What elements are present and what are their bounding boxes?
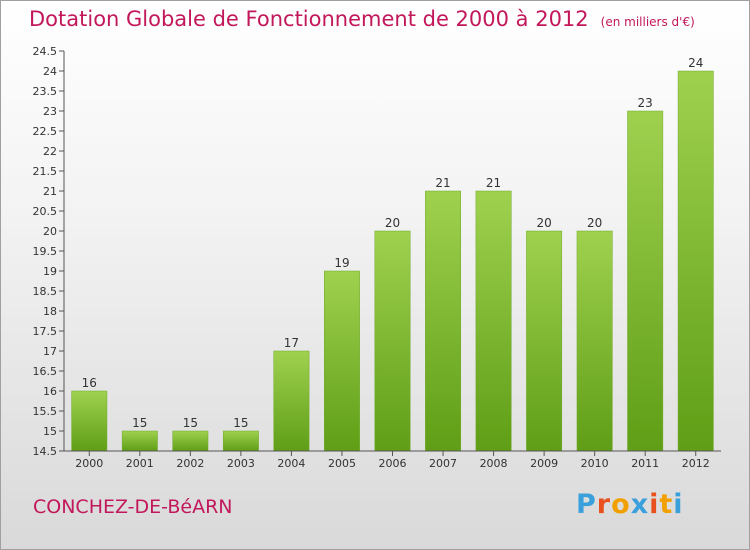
bar-2009 (526, 230, 563, 452)
place-name: CONCHEZ-DE-BéARN (33, 496, 233, 518)
y-tick-label: 22 (43, 145, 57, 158)
y-tick-label: 24.5 (33, 45, 58, 58)
y-tick-label: 20 (43, 225, 57, 238)
x-tick-label: 2003 (227, 457, 255, 470)
chart-title-text: Dotation Globale de Fonctionnement de 20… (29, 7, 589, 31)
bar-2012 (677, 70, 714, 452)
y-tick-label: 21.5 (33, 165, 58, 178)
bar-value-label: 20 (587, 216, 602, 230)
x-tick-label: 2012 (682, 457, 710, 470)
y-tick-label: 16 (43, 385, 57, 398)
bar-2011 (627, 110, 664, 452)
bar-2007 (425, 190, 461, 452)
y-tick-label: 21 (43, 185, 57, 198)
y-tick-label: 17.5 (33, 325, 58, 338)
x-tick-label: 2008 (480, 457, 508, 470)
y-tick-label: 22.5 (33, 125, 58, 138)
x-tick-label: 2010 (581, 457, 609, 470)
bar-value-label: 21 (435, 176, 450, 190)
bar-2003 (222, 430, 259, 452)
bar-value-label: 20 (385, 216, 400, 230)
x-tick-label: 2002 (176, 457, 204, 470)
y-tick-label: 19 (43, 265, 57, 278)
bar-2001 (121, 430, 158, 452)
bar-2010 (576, 230, 613, 452)
y-axis: 14.5 15 15.5 16 16.5 17 17.5 18 18.5 19 19.5 20 20.5… (33, 45, 65, 458)
x-tick-label: 2001 (126, 457, 154, 470)
x-tick-label: 2011 (631, 457, 659, 470)
y-tick-label: 15.5 (33, 405, 58, 418)
y-tick-label: 14.5 (33, 445, 58, 458)
bar-value-label: 19 (334, 256, 349, 270)
y-tick-label: 15 (43, 425, 57, 438)
bar-value-label: 16 (82, 376, 97, 390)
bar-2006 (374, 230, 411, 452)
bar-value-label: 21 (486, 176, 501, 190)
bar-2004 (273, 350, 310, 452)
logo-letter: i (649, 489, 660, 520)
x-tick-label: 2000 (75, 457, 103, 470)
x-tick-label: 2007 (429, 457, 457, 470)
bar-value-label: 20 (536, 216, 551, 230)
x-tick-label: 2005 (328, 457, 356, 470)
x-tick-label: 2006 (379, 457, 407, 470)
bar-value-label: 17 (284, 336, 299, 350)
bar-value-label: 15 (132, 416, 147, 430)
bar-value-label: 15 (183, 416, 198, 430)
chart-title: Dotation Globale de Fonctionnement de 20… (29, 7, 695, 31)
y-tick-label: 17 (43, 345, 57, 358)
bar-value-label: 23 (638, 96, 653, 110)
bar-value-label: 15 (233, 416, 248, 430)
proxiti-logo: Proxiti (576, 489, 684, 520)
y-tick-label: 18.5 (33, 285, 58, 298)
chart-subtitle: (en milliers d'€) (600, 15, 695, 29)
bar-2008 (475, 190, 512, 452)
y-tick-label: 23 (43, 105, 57, 118)
y-tick-label: 24 (43, 65, 57, 78)
bar-2000 (71, 390, 108, 452)
y-tick-label: 16.5 (33, 365, 58, 378)
y-tick-label: 20.5 (33, 205, 58, 218)
y-tick-label: 18 (43, 305, 57, 318)
bar-value-label: 24 (688, 56, 703, 70)
logo-letter: t (659, 489, 674, 520)
logo-letter: r (596, 489, 612, 520)
y-tick-label: 19.5 (33, 245, 58, 258)
bar-2005 (324, 270, 360, 452)
logo-letter: i (673, 489, 684, 520)
x-axis: 2000 2001 2002 2003 2004 2005 2006 2007 2008 2009… (64, 450, 721, 470)
y-tick-label: 23.5 (33, 85, 58, 98)
bars: 16 15 15 15 17 19 20 21 21 20 20 23 24 (71, 56, 714, 452)
x-tick-label: 2004 (277, 457, 305, 470)
logo-letter: o (611, 489, 631, 520)
logo-letter: x (630, 489, 650, 520)
x-tick-label: 2009 (530, 457, 558, 470)
bar-2002 (172, 430, 209, 452)
logo-letter: P (576, 489, 597, 520)
